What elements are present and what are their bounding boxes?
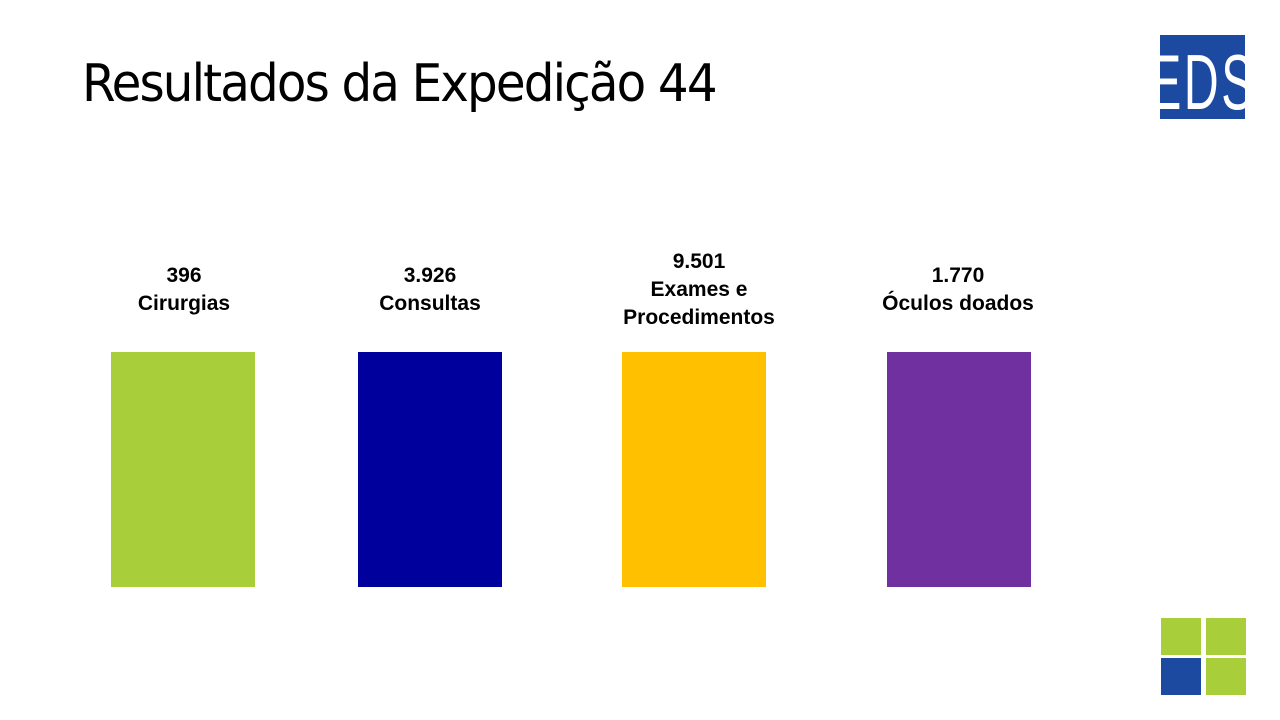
slide-title: Resultados da Expedição 44 bbox=[82, 54, 718, 114]
stat-caption: Cirurgias bbox=[137, 292, 231, 315]
stat-label-consultas: 3.926 Consultas bbox=[320, 262, 540, 318]
stat-caption: Óculos doados bbox=[882, 292, 1034, 315]
stat-caption: Consultas bbox=[379, 292, 481, 315]
corner-square bbox=[1161, 658, 1201, 695]
stat-value: 3.926 bbox=[403, 264, 457, 287]
svg-text:EDS: EDS bbox=[1160, 38, 1245, 119]
block-oculos bbox=[887, 352, 1031, 587]
corner-square bbox=[1206, 658, 1246, 695]
corner-square bbox=[1206, 618, 1246, 655]
corner-square bbox=[1161, 618, 1201, 655]
stat-label-cirurgias: 396 Cirurgias bbox=[74, 262, 294, 318]
block-exames bbox=[622, 352, 766, 587]
block-consultas bbox=[358, 352, 502, 587]
stat-value: 9.501 bbox=[672, 250, 726, 273]
stat-label-exames: 9.501 Exames e Procedimentos bbox=[589, 248, 809, 332]
stat-value: 1.770 bbox=[931, 264, 985, 287]
stat-value: 396 bbox=[166, 264, 202, 287]
stat-caption: Exames e bbox=[650, 278, 748, 301]
stat-caption: Procedimentos bbox=[623, 306, 775, 329]
block-cirurgias bbox=[111, 352, 255, 587]
eds-logo: EDS bbox=[1160, 35, 1245, 119]
stat-label-oculos: 1.770 Óculos doados bbox=[848, 262, 1068, 318]
